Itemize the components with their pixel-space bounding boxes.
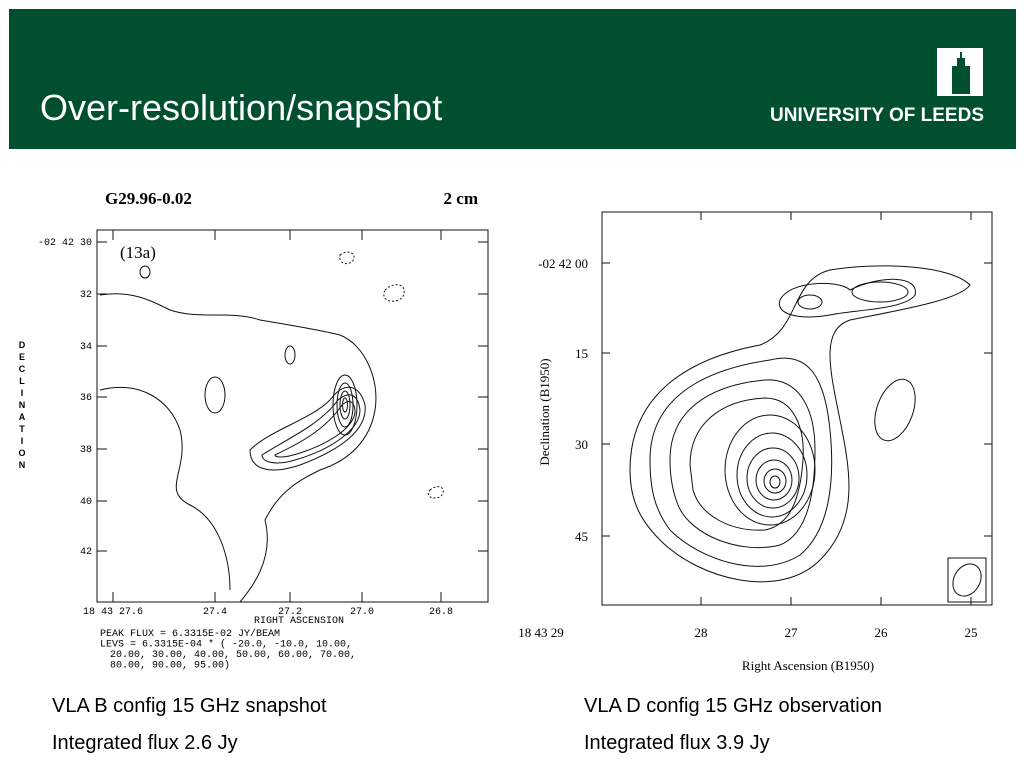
- x-tick-label: 27.4: [203, 607, 227, 618]
- caption: Integrated flux 3.9 Jy: [584, 732, 770, 754]
- panel-label: (13a): [120, 243, 156, 262]
- x-tick-label: 27.2: [278, 607, 302, 618]
- y-axis-label: DECLINATION: [17, 340, 27, 472]
- y-tick-label: 38: [80, 445, 92, 456]
- x-axis-label: Right Ascension (B1950): [742, 658, 874, 673]
- y-tick-label: 40: [80, 497, 92, 508]
- x-tick-label: 28: [695, 625, 708, 640]
- y-tick-label: 36: [80, 393, 92, 404]
- caption: Integrated flux 2.6 Jy: [52, 732, 238, 754]
- figure-note: 80.00, 90.00, 95.00): [110, 660, 230, 672]
- x-tick-label: 27: [785, 625, 799, 640]
- left-frame: [96, 229, 489, 603]
- figure-note: 20.00, 30.00, 40.00, 50.00, 60.00, 70.00…: [110, 650, 356, 661]
- y-axis-label: Declination (B1950): [537, 358, 552, 465]
- x-tick-label: 25: [965, 625, 978, 640]
- y-tick-label: 32: [80, 290, 92, 301]
- header-band: [9, 9, 1016, 149]
- x-tick-label: 26.8: [429, 607, 453, 618]
- y-tick-label: 15: [575, 346, 588, 361]
- figure-band: 2 cm: [444, 189, 478, 208]
- right-frame: [601, 211, 993, 606]
- figure-source: G29.96-0.02: [105, 189, 192, 208]
- y-tick-label: 42: [80, 547, 92, 558]
- y-tick-label: 45: [575, 529, 588, 544]
- y-tick-label: 34: [80, 342, 92, 353]
- left-contours: [99, 251, 444, 603]
- right-contours: [629, 265, 987, 603]
- logo-tower: [952, 52, 970, 94]
- logo-text: UNIVERSITY OF LEEDS: [770, 105, 984, 126]
- y-tick-label: -02 42 00: [538, 256, 588, 271]
- x-tick-label: 27.0: [350, 607, 374, 618]
- slide-title: Over-resolution/snapshot: [40, 87, 442, 128]
- x-axis-label: RIGHT ASCENSION: [254, 616, 344, 627]
- generated: -02 42 30 32 34 36 38 40 42 18 43 27.6 27.4 27.2 2…: [38, 212, 992, 672]
- figure-note: PEAK FLUX = 6.3315E-02 JY/BEAM: [100, 628, 280, 640]
- caption: VLA B config 15 GHz snapshot: [52, 695, 327, 717]
- x-tick-label: 18 43 29: [518, 625, 564, 640]
- y-tick-label: -02 42 30: [38, 238, 92, 249]
- caption: VLA D config 15 GHz observation: [584, 695, 882, 717]
- figure-note: LEVS = 6.3315E-04 * ( -20.0, -10.0, 10.0…: [100, 639, 352, 651]
- x-tick-label: 26: [875, 625, 889, 640]
- y-tick-label: 30: [575, 437, 588, 452]
- x-tick-label: 18 43 27.6: [83, 607, 143, 618]
